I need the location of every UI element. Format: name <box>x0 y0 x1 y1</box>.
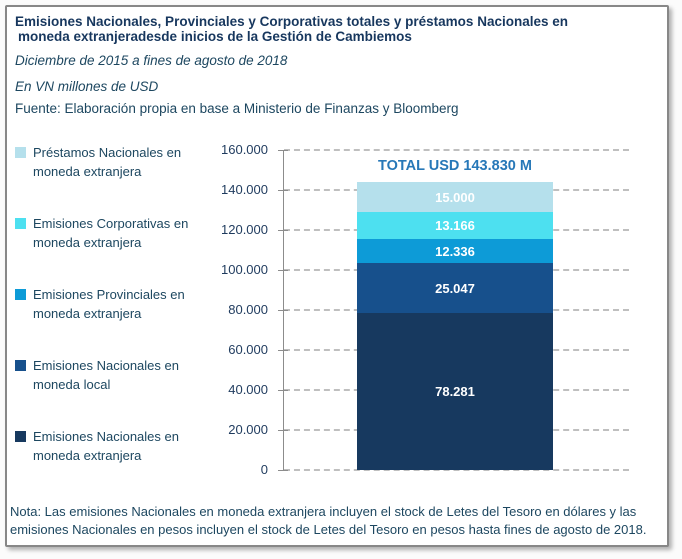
y-axis-tick-label: 140.000 <box>221 182 268 197</box>
y-axis-tick-label: 20.000 <box>228 422 268 437</box>
legend-item: Emisiones Provinciales en moneda extranj… <box>15 286 199 323</box>
y-axis-tick-label: 100.000 <box>221 262 268 277</box>
chart-subtitle-period: Diciembre de 2015 a fines de agosto de 2… <box>15 53 288 68</box>
chart-footnote: Nota: Las emisiones Nacionales en moneda… <box>10 504 647 537</box>
legend-item: Emisiones Nacionales en moneda extranjer… <box>15 428 199 465</box>
bar-segment: 78.281 <box>357 313 553 470</box>
y-gridline <box>284 149 629 151</box>
legend-item-label: Emisiones Corporativas en moneda extranj… <box>33 216 189 250</box>
y-axis-tick-label: 160.000 <box>221 142 268 157</box>
legend-color-swatch <box>15 360 26 371</box>
bar-segment-value: 13.166 <box>435 217 475 233</box>
legend-item-label: Préstamos Nacionales en moneda extranjer… <box>33 145 182 179</box>
chart-title-line-1: Emisiones Nacionales, Provinciales y Cor… <box>15 14 568 29</box>
report-card: Emisiones Nacionales, Provinciales y Cor… <box>5 5 669 547</box>
y-axis-tick-label: 80.000 <box>228 302 268 317</box>
chart-subtitle-units: En VN millones de USD <box>15 79 159 94</box>
bar-segment: 15.000 <box>357 182 553 213</box>
bar-segment: 25.047 <box>357 263 553 314</box>
y-axis-tick-label: 60.000 <box>228 342 268 357</box>
legend-item-label: Emisiones Nacionales en moneda local <box>33 358 179 392</box>
chart-title-line-2: moneda extranjeradesde inicios de la Ges… <box>18 28 412 44</box>
y-axis-tick-label: 120.000 <box>221 222 268 237</box>
legend-item-label: Emisiones Provinciales en moneda extranj… <box>33 287 185 321</box>
legend-color-swatch <box>15 218 26 229</box>
y-axis-tick-label: 0 <box>260 462 268 477</box>
bar-segment: 12.336 <box>357 238 553 264</box>
chart-source: Fuente: Elaboración propia en base a Min… <box>15 101 459 116</box>
legend-item: Préstamos Nacionales en moneda extranjer… <box>15 144 199 181</box>
bar-segment-value: 25.047 <box>435 280 475 296</box>
legend-item-label: Emisiones Nacionales en moneda extranjer… <box>33 429 179 463</box>
y-gridline <box>284 469 629 471</box>
legend-color-swatch <box>15 147 26 158</box>
chart-title: Emisiones Nacionales, Provinciales y Cor… <box>15 14 655 44</box>
bar-total-label: TOTAL USD 143.830 M <box>378 158 532 175</box>
legend-color-swatch <box>15 289 26 300</box>
y-axis-tick-label: 40.000 <box>228 382 268 397</box>
chart-legend: Préstamos Nacionales en moneda extranjer… <box>15 144 199 499</box>
y-axis-line <box>283 150 284 471</box>
legend-color-swatch <box>15 431 26 442</box>
bar-segment-value: 12.336 <box>435 243 475 259</box>
legend-item: Emisiones Corporativas en moneda extranj… <box>15 215 199 252</box>
legend-item: Emisiones Nacionales en moneda local <box>15 357 199 394</box>
bar-segment-value: 78.281 <box>435 384 475 400</box>
bar-segment: 13.166 <box>357 212 553 239</box>
bar-segment-value: 15.000 <box>435 189 475 205</box>
